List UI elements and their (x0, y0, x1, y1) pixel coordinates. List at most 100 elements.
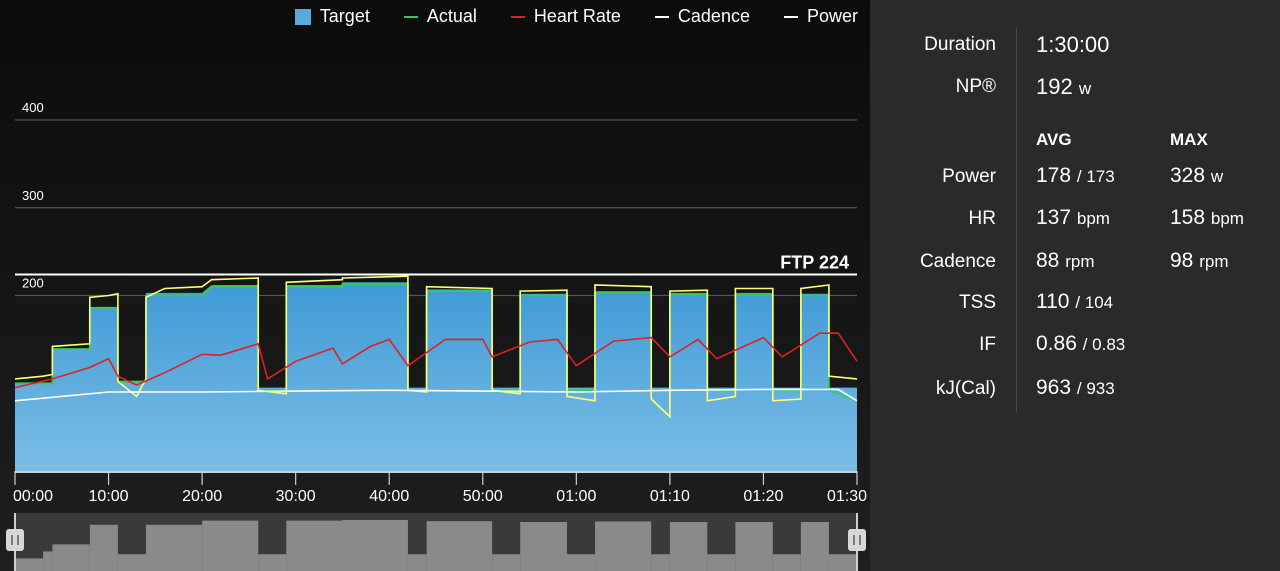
tss-target: / 104 (1075, 293, 1114, 312)
power-max: 328 w (1170, 164, 1223, 188)
range-handle-right[interactable] (848, 513, 866, 571)
legend-cadence-label: Cadence (677, 6, 750, 26)
hr-max: 158 bpm (1170, 206, 1244, 230)
legend-actual-swatch (403, 15, 418, 18)
kj-target: / 933 (1076, 379, 1115, 398)
legend-target-swatch (294, 8, 311, 25)
hr-avg: 137 bpm (1036, 206, 1110, 230)
power-max-unit: w (1210, 167, 1224, 186)
overview-segment-21 (800, 522, 829, 571)
np-value: 192 (1036, 74, 1073, 99)
overview-segment-14 (566, 554, 596, 571)
cadence-avg-value: 88 (1036, 249, 1060, 272)
legend-power-swatch (783, 15, 798, 18)
if-label: IF (979, 334, 996, 355)
legend-cadence[interactable]: Cadence (654, 6, 750, 27)
power-label: Power (942, 166, 996, 187)
duration-value: 1:30:00 (1036, 32, 1110, 57)
kj-value: 963 (1036, 376, 1072, 399)
overview-segment-4 (117, 554, 146, 571)
legend-power-label: Power (806, 6, 858, 26)
x-tick-01:00: 01:00 (556, 488, 596, 505)
chart-panel: 400 300 200 FTP 224 00:00 10:00 20:00 30:00 40:0… (0, 0, 870, 571)
hr-label: HR (968, 208, 996, 229)
overview-segment-9 (342, 520, 408, 571)
kj-label: kJ(Cal) (935, 378, 996, 399)
overview-segment-19 (735, 522, 773, 571)
hr-avg-value: 137 (1036, 206, 1072, 229)
cadence-max: 98 rpm (1170, 249, 1228, 273)
power-avg: 178 / 173 (1036, 164, 1115, 188)
if-avg: 0.86 / 0.83 (1036, 332, 1125, 356)
x-tick-40:00: 40:00 (369, 488, 409, 505)
overview-segment-2 (52, 544, 90, 571)
hr-max-unit: bpm (1210, 209, 1244, 228)
overview-segment-18 (707, 554, 736, 571)
tss-value: 110 (1036, 290, 1070, 313)
legend-target-label: Target (319, 6, 370, 26)
legend-heart-rate-label: Heart Rate (533, 6, 621, 26)
overview-segment-8 (286, 520, 343, 571)
overview-segment-3 (89, 524, 118, 571)
overview-segment-17 (669, 522, 708, 571)
x-tick-01:30: 01:30 (827, 488, 867, 505)
x-tick-01:20: 01:20 (743, 488, 783, 505)
cadence-max-value: 98 (1170, 249, 1194, 272)
y-tick-400: 400 (22, 100, 44, 115)
overview-segment-11 (426, 521, 493, 571)
max-header: MAX (1170, 130, 1208, 149)
x-tick-30:00: 30:00 (276, 488, 316, 505)
y-tick-200: 200 (22, 276, 44, 291)
legend-target[interactable]: Target (294, 6, 370, 27)
series-heart-rate-line (14, 332, 858, 389)
cadence-max-unit: rpm (1199, 252, 1229, 271)
power-max-value: 328 (1170, 164, 1206, 187)
overview-segment-6 (202, 520, 259, 571)
cadence-label: Cadence (919, 251, 996, 272)
overview-segment-22 (828, 554, 857, 571)
stats-panel: Duration 1:30:00 NP® 192 w AVG MAX Power… (870, 0, 1280, 571)
legend-heart-rate[interactable]: Heart Rate (510, 6, 621, 27)
overview-segment-7 (258, 554, 287, 571)
hr-max-value: 158 (1170, 206, 1206, 229)
power-avg-target: / 173 (1076, 167, 1115, 186)
overview-segment-13 (520, 522, 567, 571)
overview-segment-15 (595, 521, 652, 571)
legend-cadence-swatch (654, 15, 669, 18)
chart-legend: Target Actual Heart Rate Cadence Power (294, 6, 858, 27)
overview-segment-1 (43, 551, 53, 571)
overview-segment-0 (15, 558, 44, 571)
overview-segment-20 (772, 554, 801, 571)
cadence-avg-unit: rpm (1065, 252, 1095, 271)
range-handle-left[interactable] (6, 513, 24, 571)
legend-actual-label: Actual (426, 6, 477, 26)
legend-actual[interactable]: Actual (403, 6, 477, 27)
duration-label: Duration (924, 34, 996, 55)
np-value-wrap: 192 w (1036, 74, 1091, 100)
y-tick-300: 300 (22, 188, 44, 203)
power-avg-value: 178 (1036, 164, 1072, 187)
x-tick-10:00: 10:00 (89, 488, 129, 505)
cadence-avg: 88 rpm (1036, 249, 1094, 273)
series-target-area (15, 282, 857, 471)
legend-heart-rate-swatch (510, 15, 525, 18)
tss-avg: 110 / 104 (1036, 290, 1113, 314)
ftp-label: FTP 224 (780, 252, 849, 272)
x-tick-50:00: 50:00 (463, 488, 503, 505)
overview-segment-12 (492, 554, 521, 571)
if-value: 0.86 (1036, 332, 1077, 355)
series-power-line (14, 275, 858, 419)
if-target: / 0.83 (1082, 335, 1126, 354)
x-tick-01:10: 01:10 (650, 488, 690, 505)
np-unit: w (1078, 79, 1092, 98)
overview-segment-16 (651, 554, 670, 571)
np-label: NP® (955, 76, 996, 97)
overview-segment-5 (145, 524, 203, 571)
series-cadence-line (14, 388, 858, 402)
x-tick-00:00: 00:00 (13, 488, 53, 505)
hr-avg-unit: bpm (1076, 209, 1110, 228)
legend-power[interactable]: Power (783, 6, 858, 27)
tss-label: TSS (959, 292, 996, 313)
workout-chart: 400 300 200 FTP 224 00:00 10:00 20:00 30:00 40:0… (6, 100, 867, 571)
x-tick-20:00: 20:00 (182, 488, 222, 505)
